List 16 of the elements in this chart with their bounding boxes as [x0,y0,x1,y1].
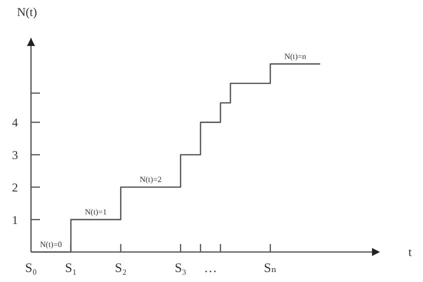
annotation: N(t)=2 [140,175,162,184]
annotation: N(t)=n [284,52,306,61]
y-tick-label: 1 [12,212,18,227]
x-tick-label: S₀ [25,260,37,275]
y-tick-label: 4 [12,116,18,130]
x-tick-label: … [204,260,217,275]
annotation: N(t)=1 [84,208,107,217]
x-tick-label: S₁ [65,260,77,275]
x-tick-label: Sₙ [264,260,277,275]
y-tick-label: 3 [12,148,18,162]
x-tick-label: S₂ [114,260,127,275]
annotation: N(t)=0 [40,240,62,249]
y-axis-title: N(t) [17,5,37,19]
x-axis-title: t [408,245,412,259]
y-tick-label: 2 [12,180,18,194]
x-tick-label: S₃ [174,260,186,275]
